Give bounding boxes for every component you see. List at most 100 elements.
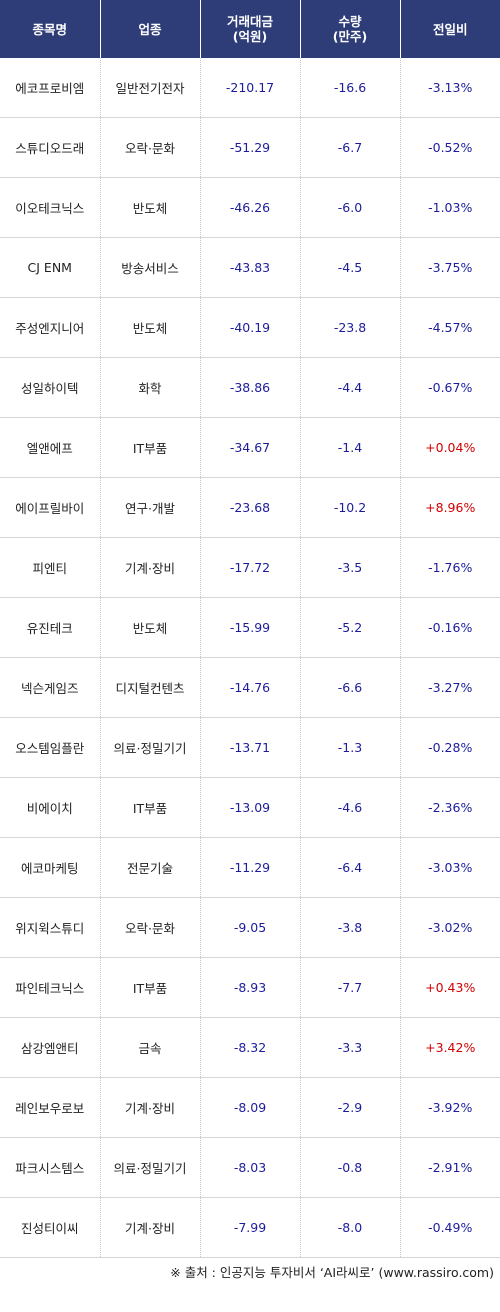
qty-cell: -6.0 <box>300 177 401 238</box>
amount-cell: -14.76 <box>200 657 301 718</box>
sector-cell: 기계·장비 <box>100 1197 201 1258</box>
change-cell: -0.28% <box>400 717 500 778</box>
qty-cell: -10.2 <box>300 477 401 538</box>
stock-name-cell: 에코마케팅 <box>0 837 101 898</box>
qty-cell: -8.0 <box>300 1197 401 1258</box>
qty-cell: -16.6 <box>300 58 401 118</box>
sector-cell: 기계·장비 <box>100 537 201 598</box>
stock-name-cell: 넥슨게임즈 <box>0 657 101 718</box>
change-cell: +8.96% <box>400 477 500 538</box>
table-row: 피엔티 기계·장비 -17.72 -3.5 -1.76% <box>0 537 500 598</box>
change-cell: -0.16% <box>400 597 500 658</box>
table-row: 주성엔지니어 반도체 -40.19 -23.8 -4.57% <box>0 297 500 358</box>
change-cell: -4.57% <box>400 297 500 358</box>
stock-name-cell: 삼강엠앤티 <box>0 1017 101 1078</box>
stock-name-cell: 에이프릴바이 <box>0 477 101 538</box>
stock-name-cell: 파크시스템스 <box>0 1137 101 1198</box>
stock-name-cell: 오스템임플란 <box>0 717 101 778</box>
amount-cell: -8.03 <box>200 1137 301 1198</box>
change-cell: -3.27% <box>400 657 500 718</box>
stock-name-cell: 이오테크닉스 <box>0 177 101 238</box>
amount-cell: -43.83 <box>200 237 301 298</box>
amount-cell: -7.99 <box>200 1197 301 1258</box>
stock-name-cell: 주성엔지니어 <box>0 297 101 358</box>
amount-cell: -11.29 <box>200 837 301 898</box>
change-cell: -3.02% <box>400 897 500 958</box>
qty-cell: -3.8 <box>300 897 401 958</box>
header-sector: 업종 <box>100 0 201 58</box>
change-cell: +3.42% <box>400 1017 500 1078</box>
sector-cell: 디지털컨텐츠 <box>100 657 201 718</box>
qty-cell: -3.3 <box>300 1017 401 1078</box>
change-cell: -0.52% <box>400 117 500 178</box>
header-qty: 수량 (만주) <box>300 0 401 58</box>
qty-cell: -5.2 <box>300 597 401 658</box>
header-name: 종목명 <box>0 0 101 58</box>
stock-name-cell: 에코프로비엠 <box>0 58 101 118</box>
table-row: 성일하이텍 화학 -38.86 -4.4 -0.67% <box>0 357 500 418</box>
qty-cell: -1.4 <box>300 417 401 478</box>
qty-cell: -0.8 <box>300 1137 401 1198</box>
stock-name-cell: 성일하이텍 <box>0 357 101 418</box>
change-cell: -1.76% <box>400 537 500 598</box>
sector-cell: IT부품 <box>100 777 201 838</box>
table-row: 비에이치 IT부품 -13.09 -4.6 -2.36% <box>0 777 500 838</box>
table-row: 유진테크 반도체 -15.99 -5.2 -0.16% <box>0 597 500 658</box>
amount-cell: -40.19 <box>200 297 301 358</box>
sector-cell: 일반전기전자 <box>100 58 201 118</box>
sector-cell: 화학 <box>100 357 201 418</box>
table-row: 엘앤에프 IT부품 -34.67 -1.4 +0.04% <box>0 417 500 478</box>
stock-name-cell: 유진테크 <box>0 597 101 658</box>
sector-cell: IT부품 <box>100 957 201 1018</box>
header-qty-line1: 수량 <box>338 14 362 29</box>
qty-cell: -4.5 <box>300 237 401 298</box>
table-row: 레인보우로보 기계·장비 -8.09 -2.9 -3.92% <box>0 1077 500 1138</box>
stock-name-cell: 비에이치 <box>0 777 101 838</box>
header-change: 전일비 <box>400 0 500 58</box>
qty-cell: -6.6 <box>300 657 401 718</box>
amount-cell: -15.99 <box>200 597 301 658</box>
amount-cell: -8.09 <box>200 1077 301 1138</box>
table-row: 삼강엠앤티 금속 -8.32 -3.3 +3.42% <box>0 1017 500 1078</box>
change-cell: +0.43% <box>400 957 500 1018</box>
qty-cell: -2.9 <box>300 1077 401 1138</box>
amount-cell: -9.05 <box>200 897 301 958</box>
header-amount: 거래대금 (억원) <box>200 0 301 58</box>
qty-cell: -3.5 <box>300 537 401 598</box>
qty-cell: -6.4 <box>300 837 401 898</box>
amount-cell: -51.29 <box>200 117 301 178</box>
amount-cell: -8.32 <box>200 1017 301 1078</box>
sector-cell: 기계·장비 <box>100 1077 201 1138</box>
change-cell: -3.03% <box>400 837 500 898</box>
header-row: 종목명 업종 거래대금 (억원) 수량 (만주) 전일비 <box>0 0 500 58</box>
sector-cell: IT부품 <box>100 417 201 478</box>
table-row: 위지윅스튜디 오락·문화 -9.05 -3.8 -3.02% <box>0 897 500 958</box>
table-row: 에이프릴바이 연구·개발 -23.68 -10.2 +8.96% <box>0 477 500 538</box>
table-row: 에코마케팅 전문기술 -11.29 -6.4 -3.03% <box>0 837 500 898</box>
amount-cell: -38.86 <box>200 357 301 418</box>
stock-name-cell: 피엔티 <box>0 537 101 598</box>
sector-cell: 반도체 <box>100 597 201 658</box>
table-row: 넥슨게임즈 디지털컨텐츠 -14.76 -6.6 -3.27% <box>0 657 500 718</box>
sector-cell: 의료·정밀기기 <box>100 1137 201 1198</box>
amount-cell: -17.72 <box>200 537 301 598</box>
qty-cell: -23.8 <box>300 297 401 358</box>
stock-name-cell: 스튜디오드래 <box>0 117 101 178</box>
table-row: 에코프로비엠 일반전기전자 -210.17 -16.6 -3.13% <box>0 58 500 118</box>
amount-cell: -23.68 <box>200 477 301 538</box>
table-row: 스튜디오드래 오락·문화 -51.29 -6.7 -0.52% <box>0 117 500 178</box>
qty-cell: -7.7 <box>300 957 401 1018</box>
change-cell: -3.75% <box>400 237 500 298</box>
stock-name-cell: 파인테크닉스 <box>0 957 101 1018</box>
header-qty-line2: (만주) <box>332 29 368 44</box>
sector-cell: 금속 <box>100 1017 201 1078</box>
change-cell: -2.91% <box>400 1137 500 1198</box>
table-row: 파인테크닉스 IT부품 -8.93 -7.7 +0.43% <box>0 957 500 1018</box>
sector-cell: 반도체 <box>100 177 201 238</box>
stock-name-cell: 진성티이씨 <box>0 1197 101 1258</box>
source-footer: ※ 출처 : 인공지능 투자비서 ‘AI라씨로’ (www.rassiro.co… <box>170 1265 494 1280</box>
amount-cell: -8.93 <box>200 957 301 1018</box>
stock-name-cell: CJ ENM <box>0 237 101 298</box>
table-row: CJ ENM 방송서비스 -43.83 -4.5 -3.75% <box>0 237 500 298</box>
table-body: 에코프로비엠 일반전기전자 -210.17 -16.6 -3.13% 스튜디오드래 오락·문… <box>0 58 500 1258</box>
